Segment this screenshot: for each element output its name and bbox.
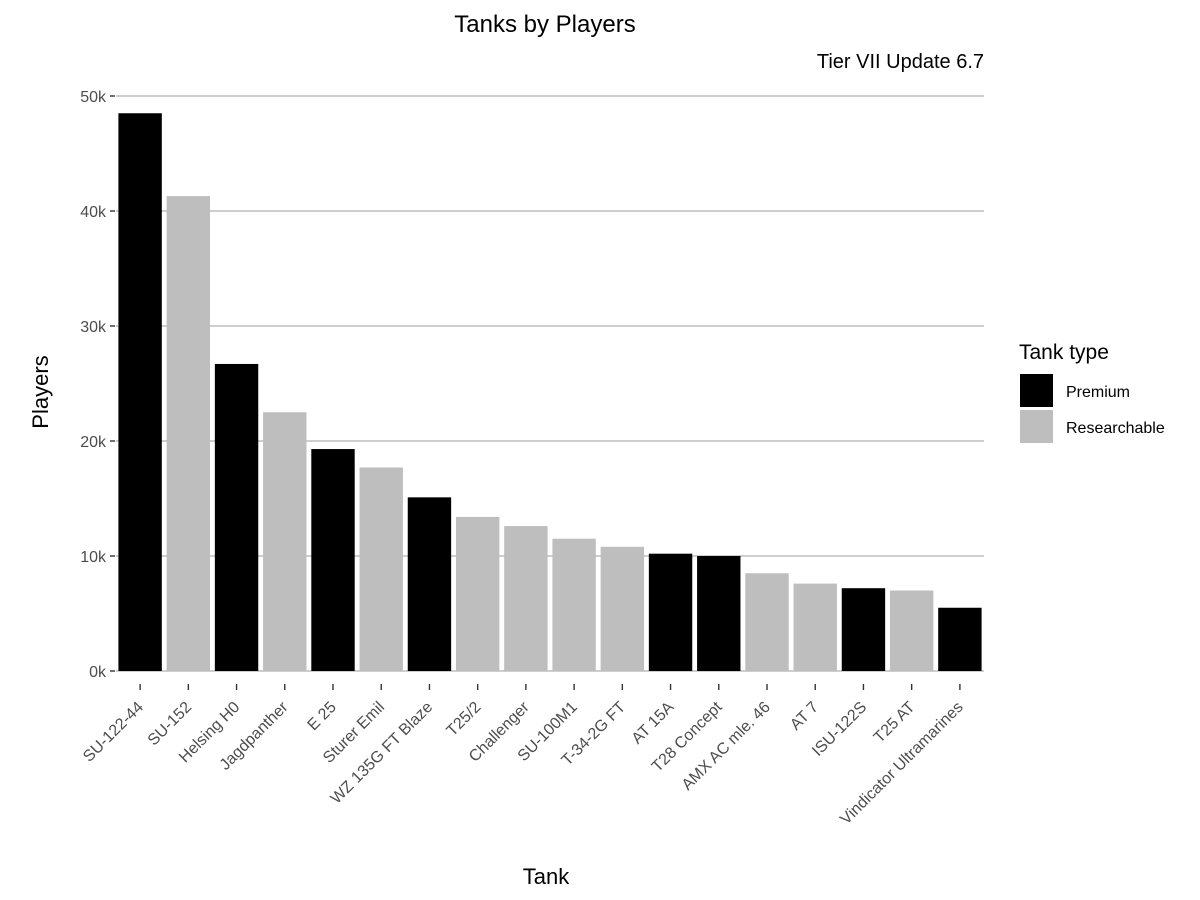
bar: [166, 196, 211, 672]
x-tick-label: AT 15A: [629, 699, 678, 748]
bars: [118, 113, 982, 672]
bar: [311, 449, 355, 671]
bar: [793, 583, 837, 671]
legend-swatch: [1020, 374, 1053, 407]
bar: [504, 526, 548, 671]
bar: [841, 588, 886, 671]
bar: [889, 590, 934, 671]
y-tick-label: 20k: [80, 434, 107, 451]
y-tick-label: 0k: [89, 664, 107, 681]
bar: [407, 497, 452, 671]
y-tick-label: 40k: [80, 204, 107, 221]
x-tick-label: T25/2: [444, 699, 485, 740]
bar: [214, 363, 259, 671]
x-tick-label: E 25: [305, 699, 340, 734]
gridlines: [116, 95, 984, 672]
bar: [697, 556, 741, 671]
bar: [118, 113, 162, 671]
bar: [552, 538, 596, 671]
bar: [600, 546, 645, 671]
bar: [263, 412, 307, 671]
legend-title: Tank type: [1019, 341, 1109, 364]
legend: Tank type Premium Researchable: [1019, 341, 1165, 443]
bar: [745, 573, 789, 671]
x-tick-label: T25 AT: [871, 699, 919, 747]
bar: [648, 553, 693, 671]
y-tick-label: 50k: [80, 89, 107, 106]
legend-label: Premium: [1066, 384, 1130, 401]
y-tick-label: 10k: [80, 549, 107, 566]
chart-subtitle: Tier VII Update 6.7: [817, 51, 984, 73]
x-tick-label: SU-122-44: [80, 699, 147, 766]
x-tick-label: AT 7: [787, 699, 822, 734]
bar: [455, 516, 500, 671]
chart-title: Tanks by Players: [454, 11, 635, 38]
legend-label: Researchable: [1066, 420, 1165, 437]
bar: [938, 607, 982, 671]
y-tick-label: 30k: [80, 319, 107, 336]
legend-swatch: [1020, 410, 1053, 443]
x-axis-title: Tank: [523, 864, 570, 889]
x-tick-label: AMX AC mle. 46: [679, 699, 774, 794]
y-axis: 0k 10k 20k 30k 40k 50k: [80, 89, 115, 681]
y-axis-title: Players: [28, 355, 53, 428]
bar: [359, 467, 403, 671]
